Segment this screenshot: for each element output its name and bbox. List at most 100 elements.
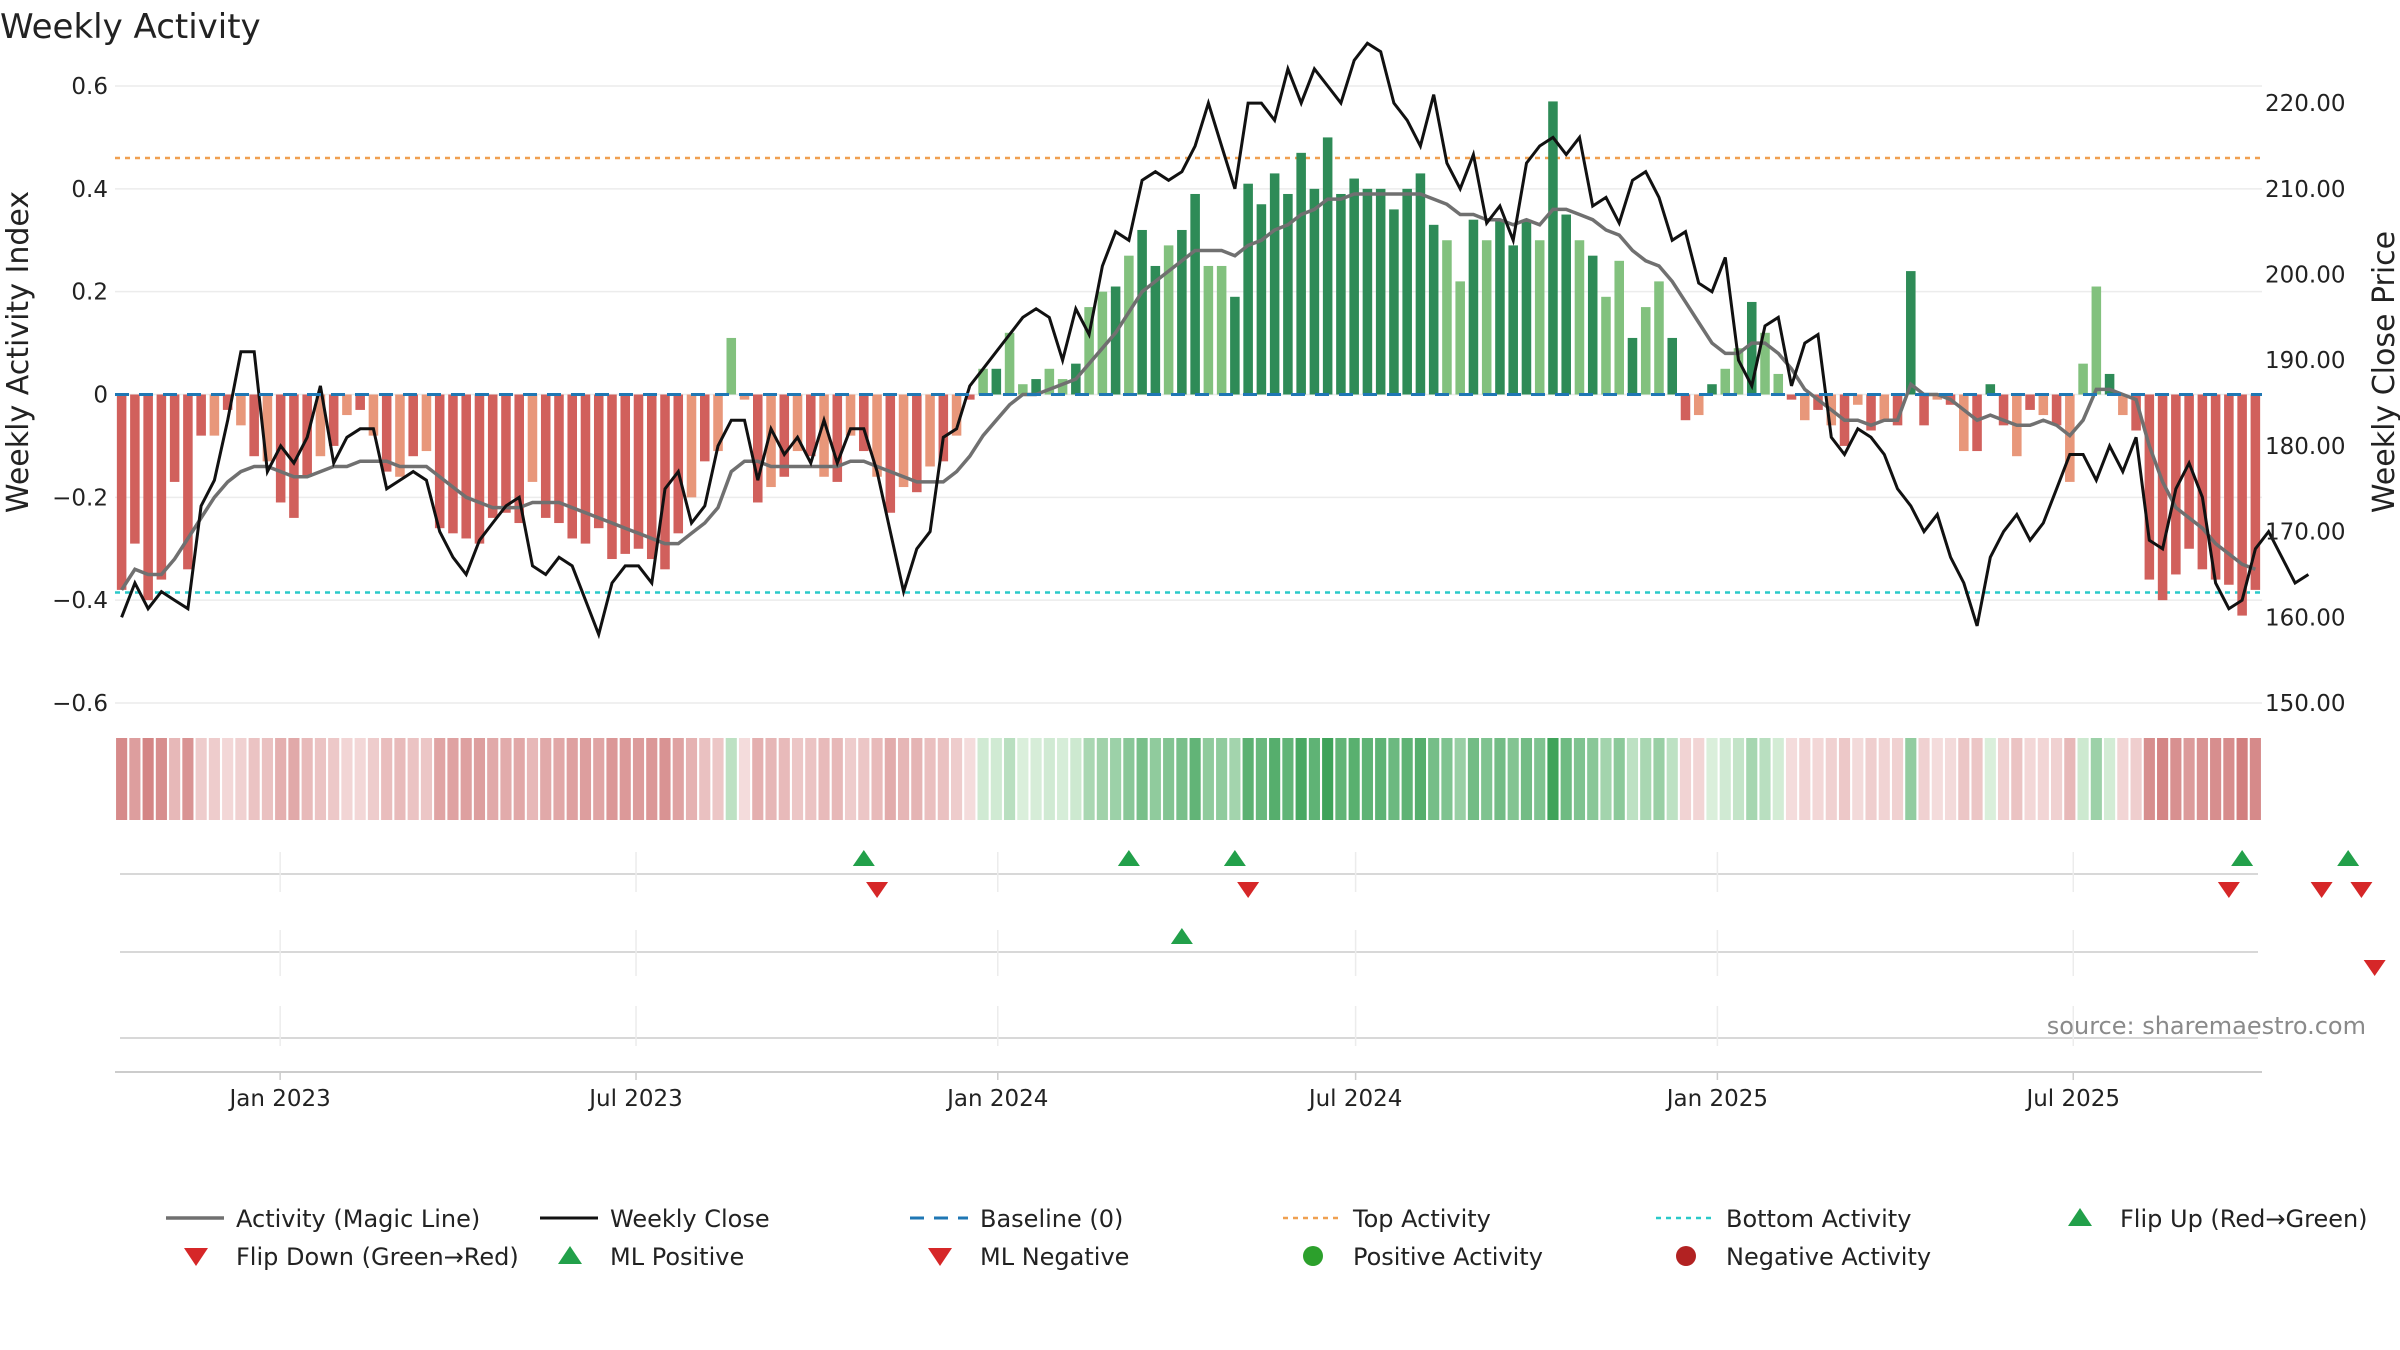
activity-bar bbox=[1190, 193, 1200, 395]
activity-bar bbox=[1428, 224, 1439, 395]
activity-bar bbox=[328, 394, 339, 446]
heat-strip-cell bbox=[1799, 738, 1811, 820]
heat-strip-cell bbox=[1361, 738, 1373, 820]
activity-bar bbox=[872, 394, 882, 477]
activity-bar bbox=[660, 394, 670, 570]
heat-strip-cell bbox=[1520, 738, 1533, 820]
activity-bar bbox=[1654, 281, 1664, 395]
heat-strip-cell bbox=[791, 738, 804, 820]
right-y-tick-label: 190.00 bbox=[2265, 348, 2345, 374]
activity-bar bbox=[2210, 394, 2221, 580]
heat-strip-cell bbox=[831, 738, 843, 820]
left-y-axis-label: Weekly Activity Index bbox=[1, 191, 36, 513]
right-y-tick-label: 180.00 bbox=[2265, 434, 2345, 460]
heat-strip-cell bbox=[2196, 738, 2208, 820]
activity-bar bbox=[1296, 152, 1306, 395]
heat-strip-cell bbox=[1626, 738, 1639, 820]
heat-strip-cell bbox=[2104, 738, 2116, 820]
heat-strip-cell bbox=[977, 738, 989, 820]
heat-strip-cell bbox=[2143, 738, 2155, 820]
right-y-tick-label: 210.00 bbox=[2265, 177, 2345, 203]
source-credit: source: sharemaestro.com bbox=[2047, 1012, 2366, 1040]
activity-bar bbox=[342, 394, 352, 416]
legend-item-baseline: Baseline (0) bbox=[910, 1205, 1123, 1233]
weekly-close-line bbox=[120, 41, 2310, 640]
legend-label: Bottom Activity bbox=[1726, 1205, 1911, 1233]
legend-label: ML Positive bbox=[610, 1243, 744, 1271]
red-dot-icon bbox=[1676, 1246, 1696, 1266]
heat-strip-cell bbox=[1918, 738, 1930, 820]
activity-bar bbox=[1269, 173, 1280, 395]
activity-bar bbox=[1362, 188, 1373, 395]
activity-bar bbox=[368, 394, 379, 436]
activity-bar bbox=[686, 394, 697, 498]
activity-bar bbox=[554, 394, 564, 524]
heat-strip-cell bbox=[606, 738, 618, 820]
activity-bar bbox=[1375, 188, 1386, 395]
flip-up-marker bbox=[2337, 850, 2360, 866]
activity-bar bbox=[2131, 394, 2141, 431]
activity-bar bbox=[2157, 394, 2168, 601]
heat-strip-cell bbox=[1759, 738, 1771, 820]
activity-bar bbox=[2144, 394, 2155, 580]
heat-strip-cell bbox=[275, 738, 287, 820]
activity-bar bbox=[1442, 240, 1452, 395]
heat-strip-cell bbox=[195, 738, 207, 820]
heat-strip-cell bbox=[235, 738, 247, 820]
left-y-axis-ticks: 0.6 0.4 0.2 0 −0.2 −0.4 −0.6 bbox=[52, 74, 108, 717]
heat-strip-cell bbox=[672, 738, 684, 820]
activity-bar bbox=[355, 394, 365, 410]
flip-up-marker bbox=[852, 850, 875, 866]
heat-strip-cell bbox=[1719, 738, 1731, 820]
heat-strip-cell bbox=[1653, 738, 1665, 820]
triangle-up-icon bbox=[2068, 1208, 2092, 1226]
activity-bar bbox=[845, 394, 856, 436]
heat-strip-cell bbox=[1613, 738, 1625, 820]
heat-strip-cell bbox=[367, 738, 380, 820]
heat-strip-cell bbox=[1017, 738, 1029, 820]
left-y-tick-label: −0.6 bbox=[52, 691, 108, 717]
heat-strip-cell bbox=[261, 738, 273, 820]
heat-strip-cell bbox=[2064, 738, 2076, 820]
activity-bar bbox=[1137, 229, 1147, 395]
heat-strip-cell bbox=[2117, 738, 2129, 820]
activity-bar bbox=[859, 394, 869, 452]
activity-bar bbox=[1733, 348, 1744, 395]
activity-bar bbox=[1177, 229, 1187, 395]
flip-up-marker bbox=[1223, 850, 1246, 866]
activity-bar bbox=[753, 394, 763, 503]
activity-bar bbox=[1402, 188, 1412, 395]
heat-strip-cell bbox=[208, 738, 220, 820]
heat-strip-cell bbox=[712, 738, 724, 820]
heat-strip-cell bbox=[2130, 738, 2142, 820]
activity-bar bbox=[951, 394, 962, 436]
gridlines bbox=[115, 85, 2262, 704]
legend-item-flip_down: Flip Down (Green→Red) bbox=[184, 1243, 519, 1271]
heat-strip-cell bbox=[1547, 738, 1559, 820]
activity-bar bbox=[2091, 286, 2102, 395]
heat-strip-cell bbox=[858, 738, 870, 820]
activity-bar bbox=[898, 394, 909, 488]
legend-label: Flip Up (Red→Green) bbox=[2120, 1205, 2368, 1233]
heat-strip-cell bbox=[1401, 738, 1413, 820]
activity-bar bbox=[832, 394, 843, 482]
activity-bar bbox=[1548, 101, 1558, 395]
activity-bar bbox=[1309, 188, 1320, 395]
activity-bar bbox=[1256, 204, 1267, 395]
heat-strip-cell bbox=[685, 738, 698, 820]
activity-bar bbox=[1336, 193, 1346, 395]
activity-bar bbox=[2025, 394, 2035, 410]
activity-bar bbox=[315, 394, 326, 457]
activity-bar bbox=[1031, 379, 1041, 395]
heat-strip-cell bbox=[354, 738, 366, 820]
activity-bar bbox=[1481, 240, 1492, 395]
heat-strip-cell bbox=[2037, 738, 2049, 820]
heat-strip-cell bbox=[924, 738, 936, 820]
heat-strip-cell bbox=[222, 738, 234, 820]
heat-strip-cell bbox=[911, 738, 923, 820]
heat-strip-cell bbox=[314, 738, 326, 820]
activity-bar bbox=[130, 394, 140, 544]
heat-strip-cell bbox=[699, 738, 711, 820]
heat-strip-cell bbox=[1838, 738, 1851, 820]
activity-bar bbox=[2184, 394, 2194, 549]
